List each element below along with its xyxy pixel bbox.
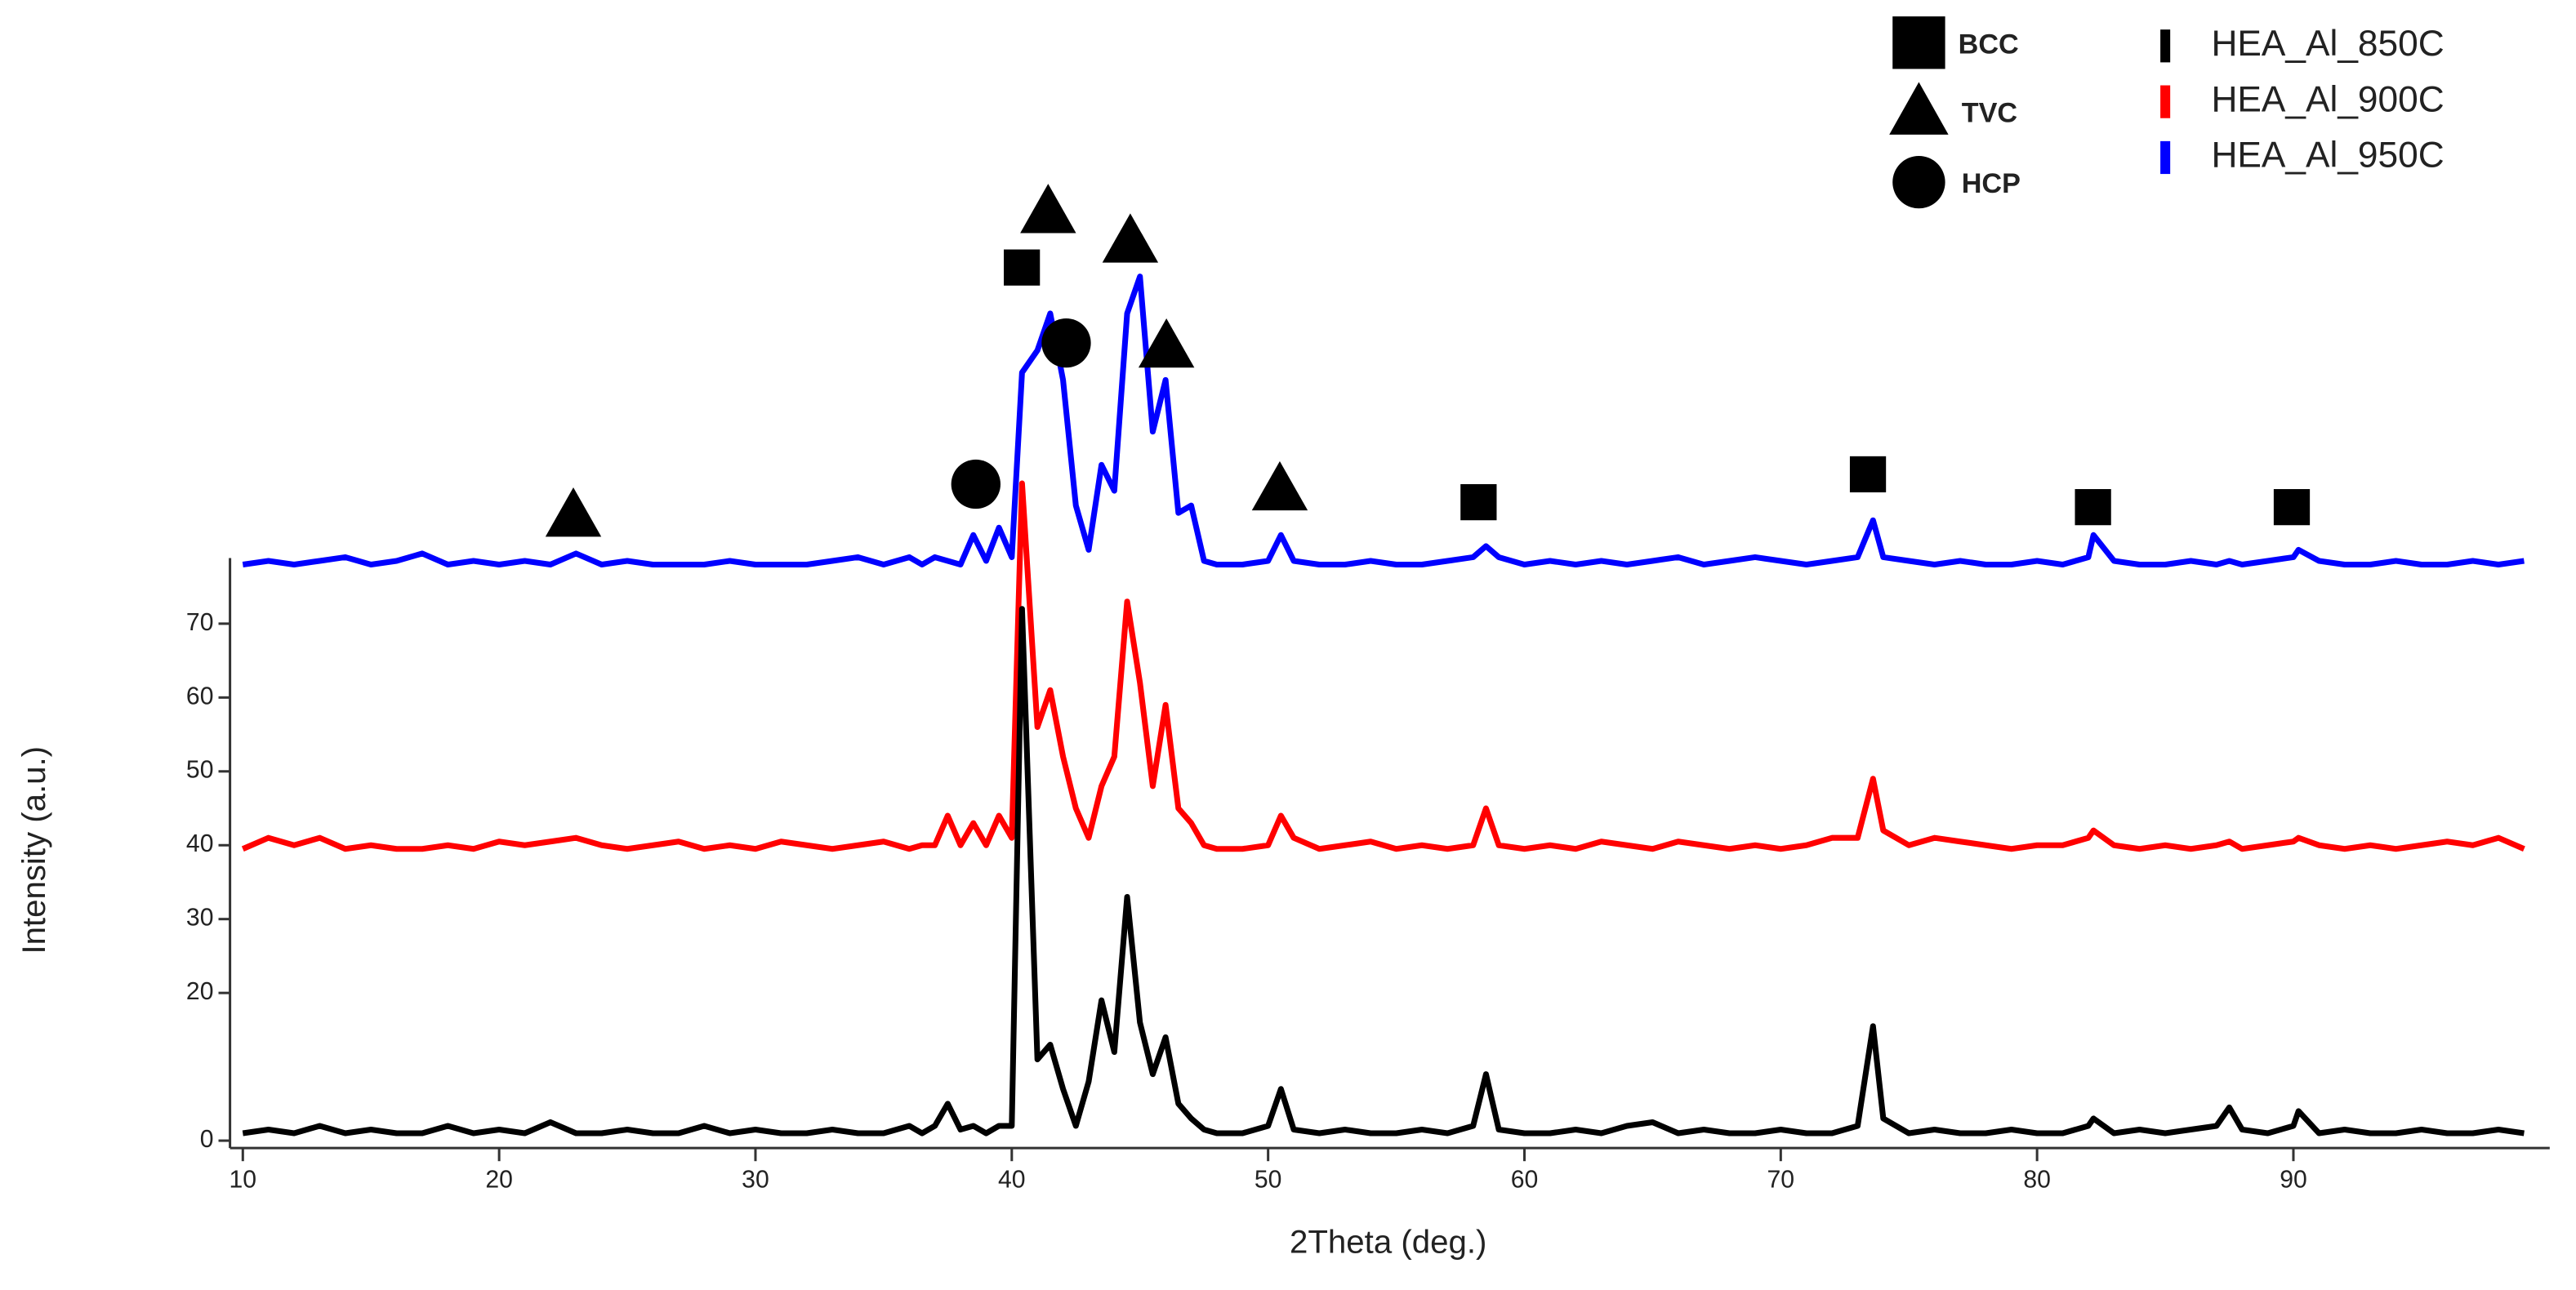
x-tick-label: 90 [2280,1166,2307,1193]
data-line [242,606,2525,1137]
y-tick-label: 20 [186,978,214,1005]
y-axis-title: Intensity (a.u.) [16,746,52,954]
legend-swatch [2160,29,2171,63]
x-tick-label: 70 [1767,1166,1795,1193]
tvc-marker [1251,460,1308,511]
phase-label: BCC [1959,29,2019,60]
y-tick-label: 30 [186,905,214,932]
x-tick-label: 40 [998,1166,1026,1193]
bcc-marker [2075,489,2111,526]
phase-label: TVC [1962,98,2017,129]
legend-swatch [2160,140,2171,175]
tvc-marker [1102,213,1159,263]
phase-legend: BCC TVC HCP [1889,16,2021,209]
x-tick-label: 60 [1511,1166,1539,1193]
y-tick-label: 40 [186,830,214,857]
x-tick-label: 30 [742,1166,769,1193]
bcc-symbol [1892,16,1945,69]
bcc-marker [1460,484,1497,521]
legend-label: HEA_Al_900C [2211,79,2444,119]
hcp-symbol [1892,155,1945,209]
bcc-marker [1004,249,1041,286]
x-axis-title: 2Theta (deg.) [1290,1223,1486,1260]
y-tick-label: 50 [186,757,214,784]
y-tick-label: 60 [186,683,214,710]
tvc-marker [1138,318,1195,368]
legend-swatch [2160,85,2171,118]
bcc-marker [1849,456,1887,493]
y-tick-label: 0 [200,1126,214,1153]
x-tick-label: 50 [1255,1166,1282,1193]
x-tick-label: 20 [485,1166,513,1193]
bcc-marker [2273,489,2311,526]
phase-annotations [545,184,2311,537]
hcp-marker [1041,318,1091,368]
tvc-marker [545,487,602,537]
x-tick-label: 10 [230,1166,257,1193]
tvc-marker [1020,184,1076,234]
data-line [241,480,2525,852]
legend-label: HEA_Al_950C [2211,136,2444,176]
data-line [242,274,2525,568]
legend-label: HEA_Al_850C [2211,24,2444,64]
x-tick-label: 80 [2023,1166,2051,1193]
tvc-symbol [1889,82,1949,135]
phase-label: HCP [1962,168,2021,199]
hcp-marker [951,459,1001,509]
y-tick-label: 70 [186,609,214,636]
